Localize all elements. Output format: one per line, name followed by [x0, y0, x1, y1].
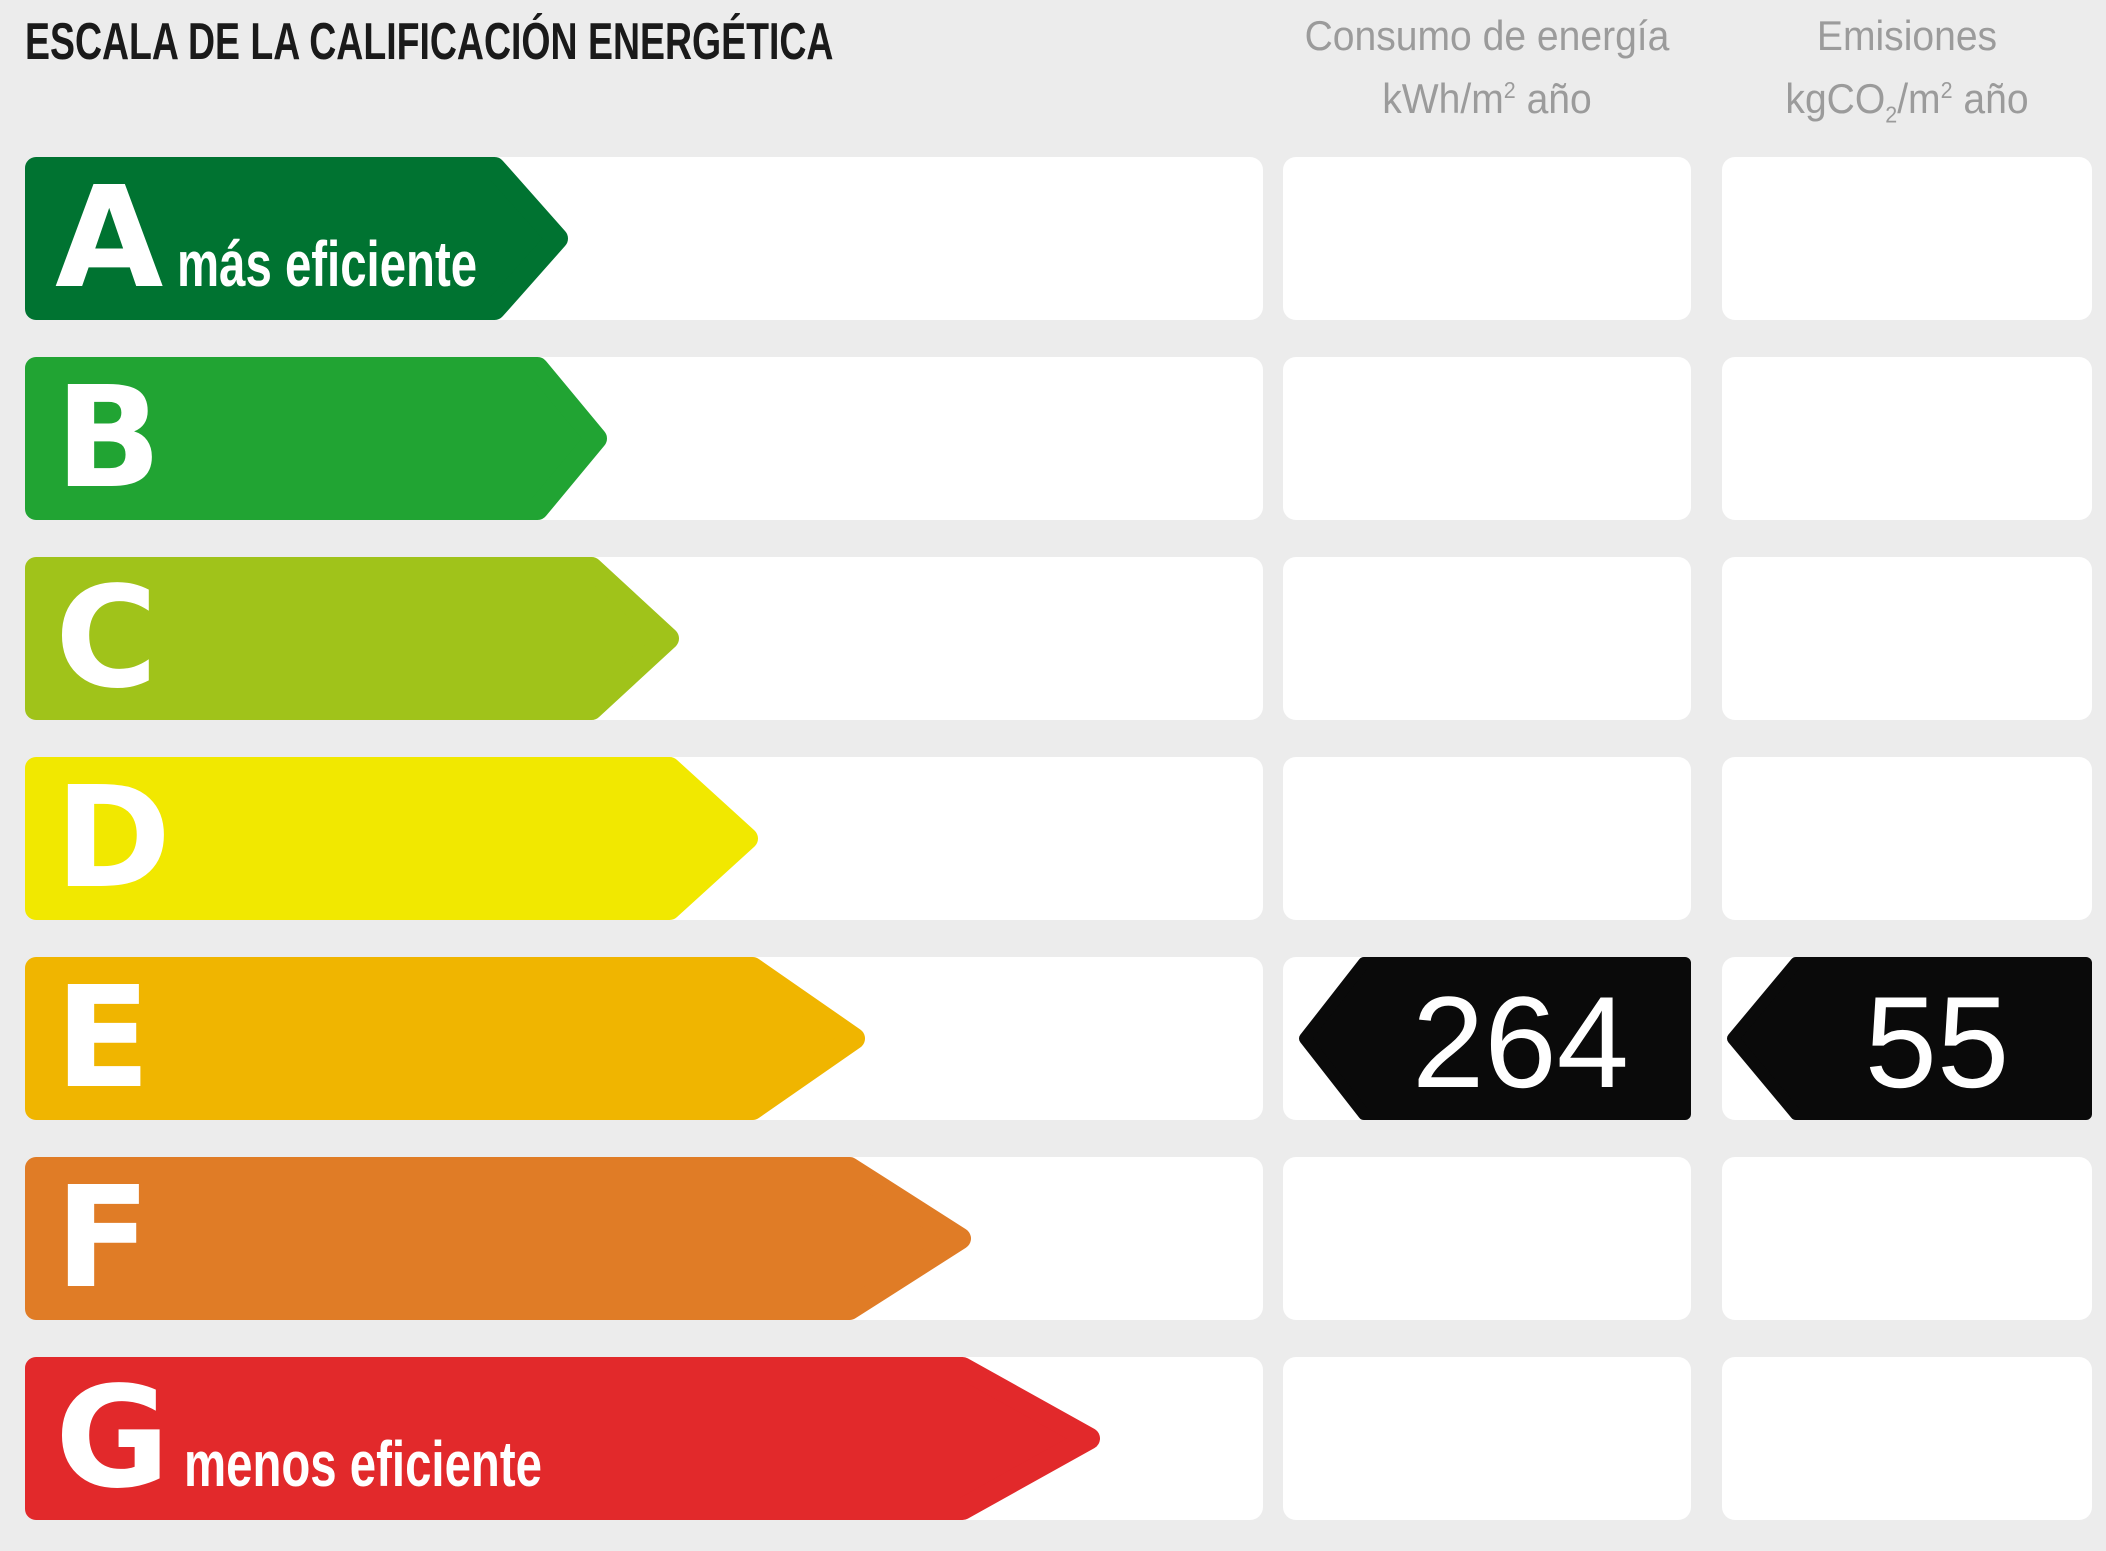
consumo-cell — [1283, 157, 1691, 320]
emisiones-header-unit: kgCO2/m2 año — [1735, 63, 2079, 142]
scale-panel: F — [25, 1157, 1263, 1320]
unit-subscript: 2 — [1885, 101, 1898, 128]
consumo-column-header: Consumo de energía kWh/m2 año — [1297, 8, 1676, 126]
value-arrow-left-icon — [1727, 957, 2092, 1120]
bar-text: C — [55, 557, 172, 720]
rating-arrow-icon — [25, 1157, 971, 1320]
scale-panel: B — [25, 357, 1263, 520]
scale-panel: E — [25, 957, 1263, 1120]
scale-panel: D — [25, 757, 1263, 920]
rating-arrow-icon — [25, 957, 865, 1120]
value-arrow-left-icon — [1299, 957, 1691, 1120]
scale-panel: G menos eficiente — [25, 1357, 1263, 1520]
rating-row: E 264 55 — [0, 957, 2106, 1120]
emisiones-cell — [1722, 157, 2092, 320]
bar-text: B — [55, 357, 176, 520]
efficiency-note: más eficiente — [177, 228, 478, 300]
unit-part: /m — [1897, 75, 1941, 122]
rating-arrow-icon — [25, 357, 607, 520]
efficiency-note: menos eficiente — [183, 1428, 542, 1500]
grade-letter: E — [55, 957, 151, 1120]
rating-arrow-icon — [25, 757, 758, 920]
unit-part: kgCO — [1785, 75, 1886, 122]
unit-part: año — [1515, 75, 1592, 122]
consumo-cell: 264 — [1283, 957, 1691, 1120]
emisiones-value: 55 — [1864, 969, 2010, 1115]
unit-superscript: 2 — [1503, 77, 1516, 103]
rating-row: G menos eficiente — [0, 1357, 2106, 1520]
consumo-cell — [1283, 1157, 1691, 1320]
scale-panel: C — [25, 557, 1263, 720]
bar-text: G menos eficiente — [55, 1357, 668, 1520]
rating-row: A más eficiente — [0, 157, 2106, 320]
emisiones-cell — [1722, 557, 2092, 720]
emisiones-header-title: Emisiones — [1816, 12, 1998, 59]
consumo-cell — [1283, 357, 1691, 520]
bar-text: F — [55, 1157, 165, 1320]
consumo-cell — [1283, 1357, 1691, 1520]
rating-row: F — [0, 1157, 2106, 1320]
emisiones-column-header: Emisiones kgCO2/m2 año — [1735, 8, 2079, 142]
grade-letter: A — [55, 157, 164, 320]
bar-text: D — [55, 757, 185, 920]
consumo-header-unit: kWh/m2 año — [1297, 63, 1676, 126]
unit-part: kWh/m — [1382, 75, 1504, 122]
rating-arrow-icon — [25, 157, 568, 320]
emisiones-cell — [1722, 1357, 2092, 1520]
emisiones-cell — [1722, 757, 2092, 920]
rating-row: D — [0, 757, 2106, 920]
consumo-header-title: Consumo de energía — [1304, 12, 1670, 59]
grade-letter: C — [55, 557, 158, 720]
rating-arrow-icon — [25, 1357, 1100, 1520]
scale-panel: A más eficiente — [25, 157, 1263, 320]
bar-text: A más eficiente — [55, 157, 583, 320]
unit-part: año — [1952, 75, 2029, 122]
rating-row: B — [0, 357, 2106, 520]
consumo-cell — [1283, 757, 1691, 920]
emisiones-cell: 55 — [1722, 957, 2092, 1120]
rating-row: C — [0, 557, 2106, 720]
consumo-cell — [1283, 557, 1691, 720]
grade-letter: B — [55, 357, 162, 520]
bar-text: E — [55, 957, 165, 1120]
grade-letter: D — [55, 757, 172, 920]
page-title: ESCALA DE LA CALIFICACIÓN ENERGÉTICA — [25, 13, 834, 71]
emisiones-cell — [1722, 1157, 2092, 1320]
consumo-value: 264 — [1412, 969, 1629, 1115]
grade-letter: G — [55, 1357, 170, 1520]
unit-superscript: 2 — [1940, 77, 1953, 103]
grade-letter: F — [55, 1157, 151, 1320]
emisiones-cell — [1722, 357, 2092, 520]
rating-arrow-icon — [25, 557, 679, 720]
